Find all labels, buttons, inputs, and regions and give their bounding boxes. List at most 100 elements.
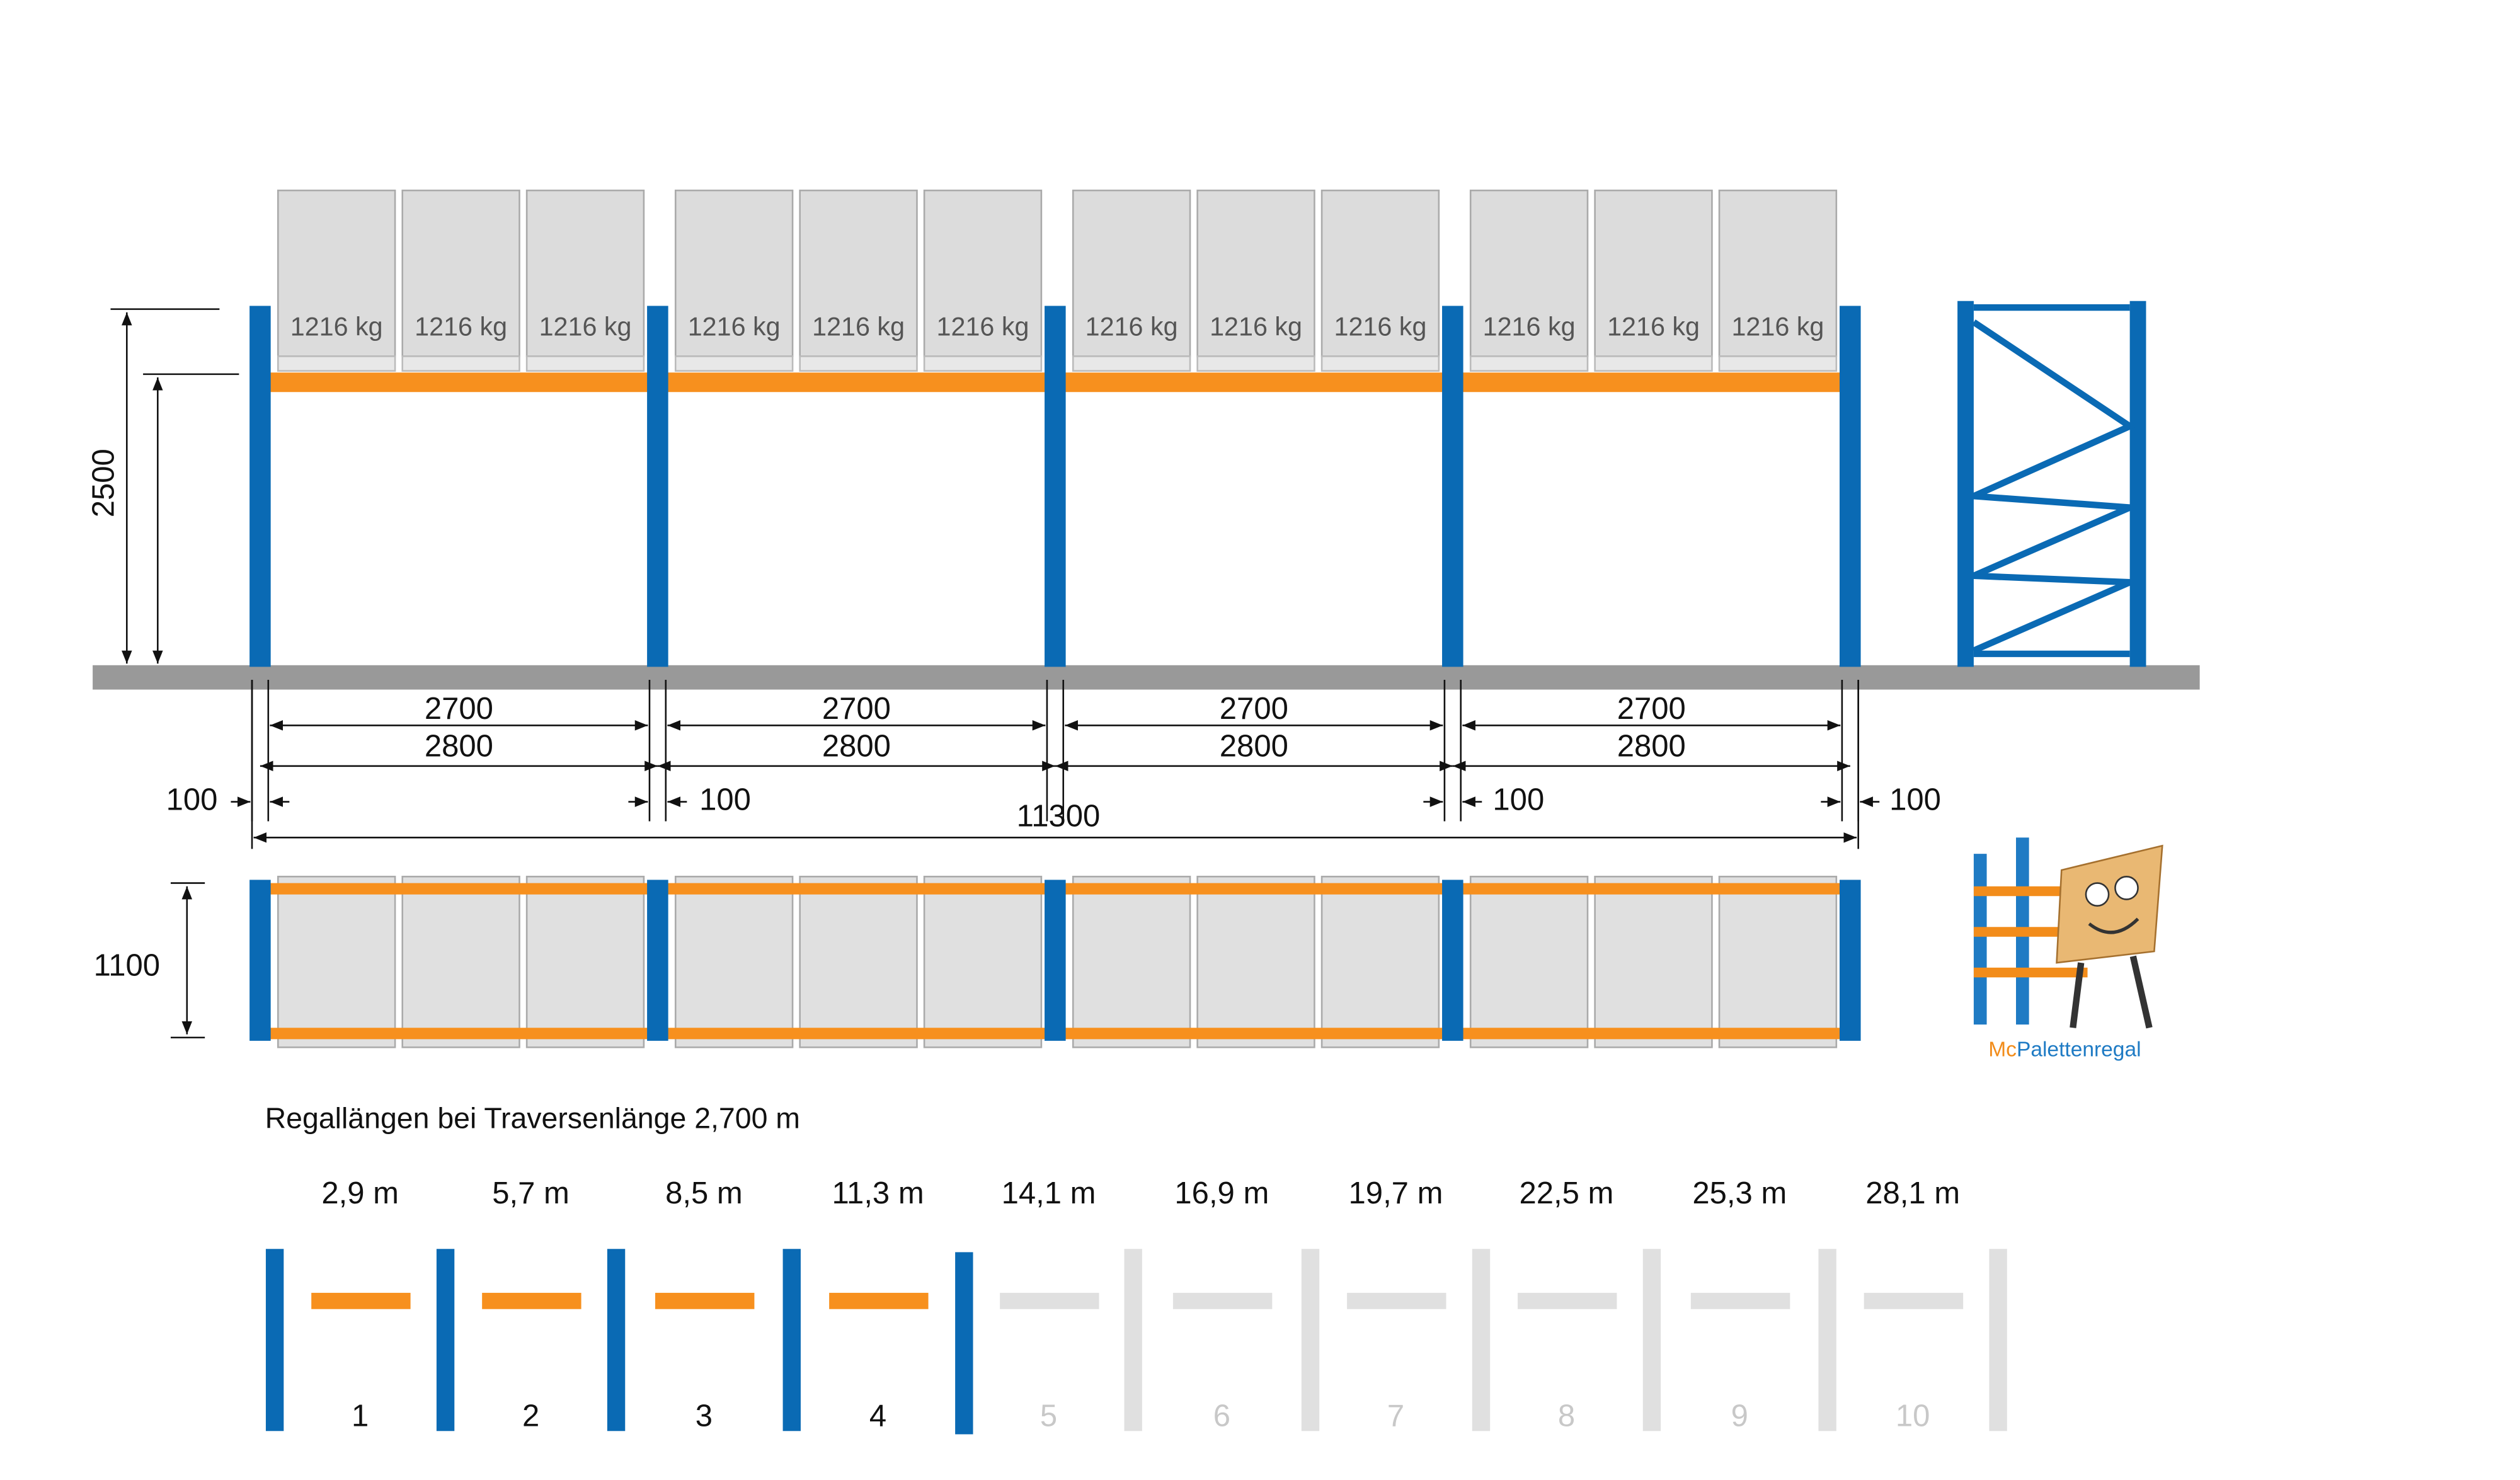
beam-icon [311, 1292, 411, 1309]
upright-icon [1301, 1249, 1320, 1431]
beam-icon [1000, 1292, 1099, 1309]
upright-icon [436, 1249, 455, 1431]
pallet-base [1072, 355, 1191, 372]
upright-icon [1124, 1249, 1142, 1431]
pallet-top [1718, 875, 1838, 1048]
length-label: 22,5 m [1520, 1176, 1614, 1210]
upright [249, 306, 271, 667]
load-label: 1216 kg [1731, 313, 1824, 341]
pallet-base [1320, 355, 1440, 372]
pallet-base [923, 355, 1043, 372]
pallet-load [401, 189, 520, 357]
bay-width: 2800 [1220, 729, 1288, 763]
pallet-top [525, 875, 645, 1048]
upright-icon [265, 1249, 284, 1431]
beam-icon [1518, 1292, 1617, 1309]
total-length: 11300 [1017, 799, 1101, 833]
bay-index: 9 [1731, 1399, 1748, 1433]
bay-width: 2800 [822, 729, 891, 763]
pallet-top [674, 875, 794, 1048]
pallet-load [799, 189, 918, 357]
length-label: 11,3 m [832, 1176, 924, 1210]
bay-index: 2 [522, 1399, 539, 1433]
bay-index: 5 [1040, 1399, 1057, 1433]
pallet-base [1594, 355, 1713, 372]
floor [93, 665, 2200, 690]
pallet-load [923, 189, 1043, 357]
beam-top [667, 1028, 1046, 1040]
pallet-base [1469, 355, 1589, 372]
depth-label: 1100 [94, 949, 160, 983]
upright-top [1045, 880, 1066, 1041]
pallet-load [1072, 189, 1191, 357]
pallet-base [525, 355, 645, 372]
gap-label: 100 [699, 783, 751, 817]
pallet-load [1718, 189, 1838, 357]
caption: Regallängen bei Traversenlänge 2,700 m [265, 1102, 800, 1135]
load-label: 1216 kg [1483, 313, 1576, 341]
gap-label: 100 [166, 783, 218, 817]
pallet-top [923, 875, 1043, 1048]
load-label: 1216 kg [539, 313, 632, 341]
length-label: 2,9 m [321, 1176, 399, 1210]
pallet-base [1196, 355, 1315, 372]
length-label: 19,7 m [1349, 1176, 1443, 1210]
pallet-load [1594, 189, 1713, 357]
beam [667, 372, 1046, 393]
length-label: 16,9 m [1174, 1176, 1269, 1210]
beam-length: 2700 [1617, 692, 1686, 726]
upright-top [647, 880, 668, 1041]
upright-icon [1642, 1249, 1661, 1431]
beam-icon [482, 1292, 581, 1309]
pallet-top [401, 875, 520, 1048]
beam-length: 2700 [425, 692, 493, 726]
pallet-top [1072, 875, 1191, 1048]
height-label: 2500 [87, 449, 121, 517]
pallet-load [1196, 189, 1315, 357]
beam [270, 372, 648, 393]
load-label: 1216 kg [1334, 313, 1427, 341]
load-label: 1216 kg [1210, 313, 1302, 341]
upright [1442, 306, 1463, 667]
beam-top [667, 883, 1046, 895]
beam [1462, 372, 1841, 393]
beam-icon [1864, 1292, 1964, 1309]
beam-length: 2700 [822, 692, 891, 726]
logo-prefix: Mc [1988, 1038, 2017, 1061]
length-label: 5,7 m [492, 1176, 570, 1210]
bay-index: 10 [1896, 1399, 1930, 1433]
length-label: 14,1 m [1002, 1176, 1096, 1210]
logo-name: Palettenregal [2017, 1038, 2141, 1061]
bay-width: 2800 [1617, 729, 1686, 763]
gap-label: 100 [1492, 783, 1544, 817]
load-label: 1216 kg [937, 313, 1029, 341]
pallet-top [1594, 875, 1713, 1048]
bay-width: 2800 [425, 729, 493, 763]
logo: McPalettenregal [1973, 837, 2163, 1061]
pallet-base [674, 355, 794, 372]
bay-index: 8 [1558, 1399, 1575, 1433]
beam-length: 2700 [1220, 692, 1288, 726]
pallet-top [1320, 875, 1440, 1048]
bay-index: 6 [1213, 1399, 1230, 1433]
upright-icon [1472, 1249, 1491, 1431]
bay-index: 1 [352, 1399, 369, 1433]
length-label: 28,1 m [1865, 1176, 1960, 1210]
load-label: 1216 kg [812, 313, 905, 341]
pallet-base [401, 355, 520, 372]
svg-text:McPalettenregal: McPalettenregal [1988, 1038, 2141, 1061]
bay-index: 4 [869, 1399, 886, 1433]
upright-top [1442, 880, 1463, 1041]
beam-top [270, 883, 648, 895]
beam-icon [829, 1292, 929, 1309]
length-label: 8,5 m [665, 1176, 743, 1210]
upright [1840, 306, 1861, 667]
beam-icon [1690, 1292, 1790, 1309]
pallet-base [1718, 355, 1838, 372]
upright-icon [1818, 1249, 1836, 1431]
upright [1045, 306, 1066, 667]
pallet-top [1469, 875, 1589, 1048]
load-label: 1216 kg [415, 313, 507, 341]
upright-top [1840, 880, 1861, 1041]
